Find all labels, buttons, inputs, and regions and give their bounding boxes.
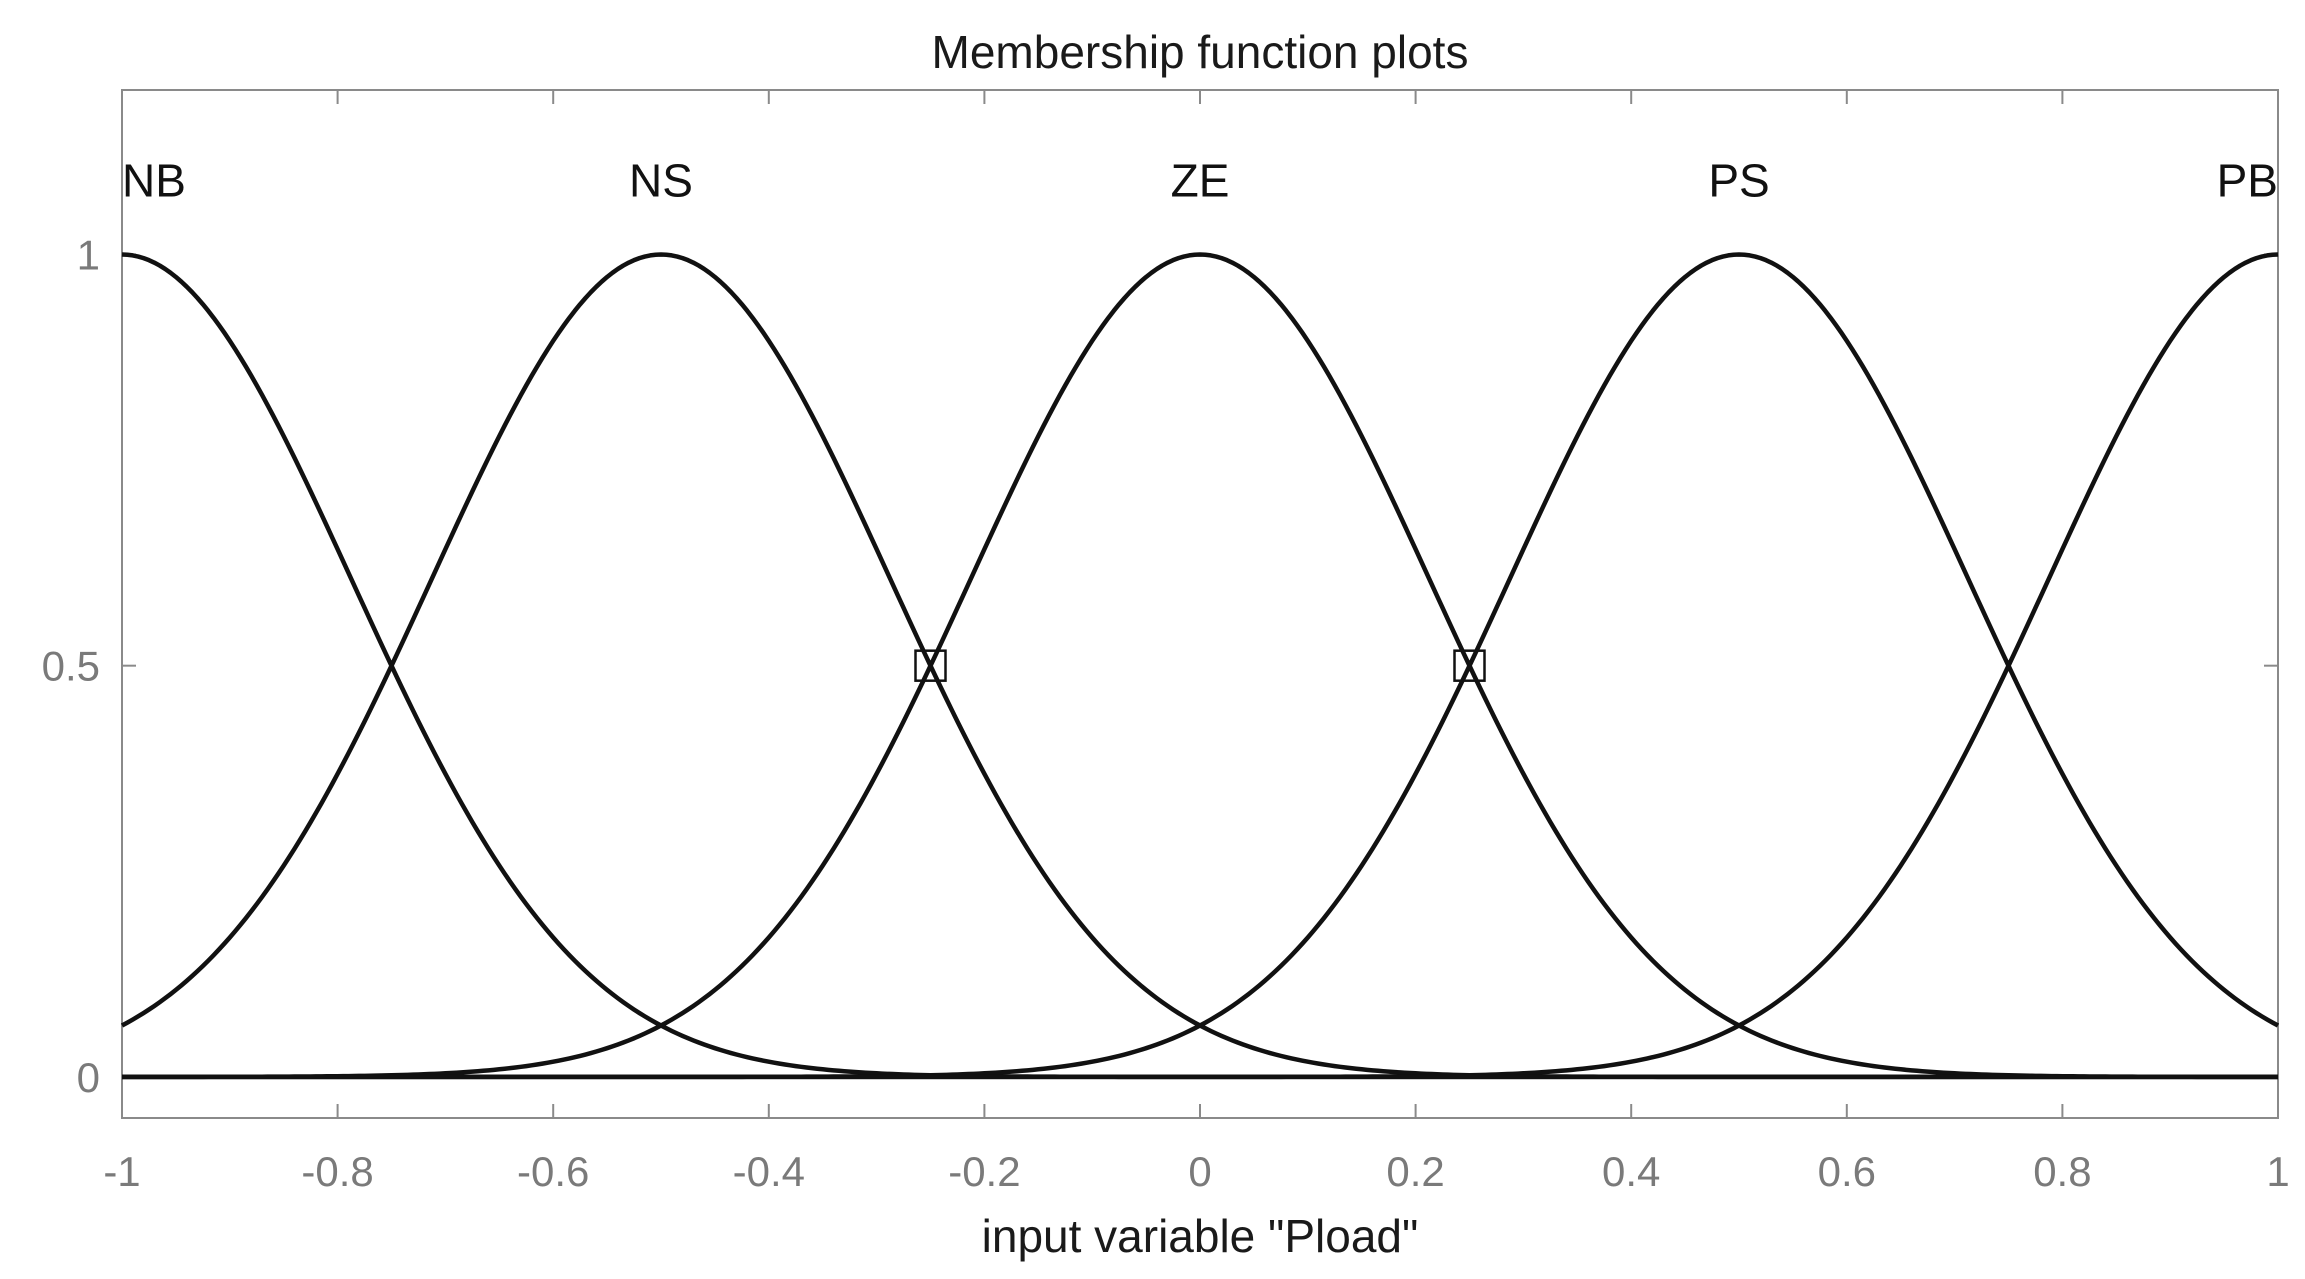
membership-curves [120,252,2280,1080]
x-tick-label: -1 [103,1148,140,1195]
membership-label-pb: PB [2217,154,2278,206]
plot-area [121,89,2279,1119]
y-tick-label: 0 [77,1054,100,1101]
axis-tick-labels: -1 -0.8 -0.6 -0.4 -0.2 0 0.2 0.4 0.6 0.8 1 0 0.5 1 [42,231,2290,1195]
x-tick-label: -0.6 [517,1148,589,1195]
crosspoint-marker [1453,649,1486,682]
membership-labels: NB NS ZE PS PB [122,154,2278,206]
y-tick-label: 0.5 [42,643,100,690]
membership-curve-ns [120,252,2278,1080]
axis-ticks [121,90,2279,1118]
membership-label-nb: NB [122,154,186,206]
x-tick-label: -0.2 [948,1148,1020,1195]
membership-curve-pb [122,252,2279,1080]
x-tick-label: -0.8 [301,1148,373,1195]
x-tick-label: 1 [2266,1148,2289,1195]
membership-label-ps: PS [1708,154,1769,206]
membership-label-ze: ZE [1171,154,1230,206]
membership-label-ns: NS [629,154,693,206]
crosspoint-markers [914,649,1486,682]
x-tick-label: 0 [1188,1148,1211,1195]
membership-curve-ps [122,252,2280,1080]
x-tick-label: 0.6 [1818,1148,1876,1195]
crosspoint-marker [914,649,947,682]
x-tick-label: -0.4 [733,1148,805,1195]
membership-curve-ze [122,252,2278,1080]
chart-title: Membership function plots [932,26,1469,78]
membership-curve-nb [121,252,2278,1080]
x-tick-label: 0.2 [1386,1148,1444,1195]
x-tick-label: 0.8 [2033,1148,2091,1195]
x-tick-label: 0.4 [1602,1148,1660,1195]
y-tick-label: 1 [77,231,100,278]
x-axis-label: input variable "Pload" [982,1210,1419,1262]
